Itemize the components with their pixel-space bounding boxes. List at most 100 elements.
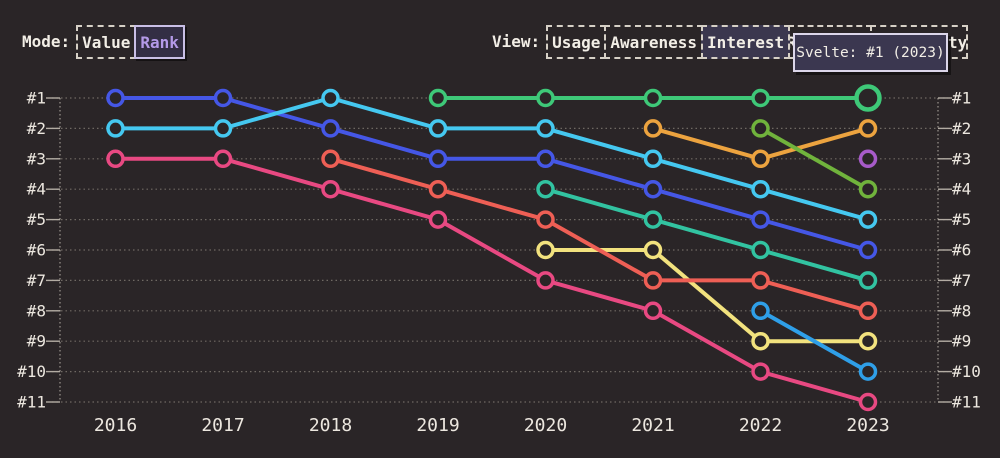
y-label-left-#2: #2 [27,119,46,138]
data-point-svelte-green-2023[interactable] [854,84,882,112]
data-point-cyan-2017[interactable] [213,119,233,138]
mode-toolbar: Mode: Value Rank [22,25,185,59]
data-point-pink-2019[interactable] [428,210,448,229]
data-point-cyan-2016[interactable] [106,119,125,138]
data-point-royal-blue-2020[interactable] [536,149,555,169]
x-label-2022: 2022 [739,415,782,436]
data-point-orange-2022[interactable] [751,149,770,169]
series-line-teal[interactable] [543,187,870,283]
y-label-right-#2: #2 [952,119,971,138]
data-point-pink-2023[interactable] [858,392,878,412]
data-point-royal-blue-2016[interactable] [106,88,125,108]
y-label-right-#9: #9 [952,332,971,351]
data-point-orange-2023[interactable] [858,119,878,138]
data-point-yellow-2021[interactable] [643,240,663,260]
chart-tooltip: Svelte: #1 (2023) [793,33,948,72]
data-point-svelte-green-2022[interactable] [751,88,770,108]
data-point-pink-2021[interactable] [643,301,663,321]
y-label-right-#5: #5 [952,210,971,229]
data-point-svelte-green-2019[interactable] [428,88,448,108]
y-label-right-#11: #11 [952,393,981,412]
y-label-right-#4: #4 [952,180,971,199]
data-point-teal-2022[interactable] [751,240,770,260]
data-point-royal-blue-2021[interactable] [643,179,663,199]
data-point-yellow-2020[interactable] [536,240,555,260]
y-label-left-#1: #1 [27,89,46,108]
data-point-teal-2021[interactable] [643,210,663,229]
y-label-right-#10: #10 [952,362,981,381]
mode-toggle: Value Rank [76,25,185,59]
data-point-pink-2020[interactable] [536,271,555,290]
data-point-cyan-2019[interactable] [428,119,448,138]
data-point-red-2022[interactable] [751,271,770,290]
data-point-svelte-green-2020[interactable] [536,88,555,108]
x-label-2018: 2018 [309,415,352,436]
data-point-pink-2022[interactable] [751,362,770,381]
data-point-olive-green-2022[interactable] [751,119,770,138]
data-point-sky-blue-2022[interactable] [751,301,770,321]
data-point-yellow-2022[interactable] [751,331,770,351]
y-label-right-#7: #7 [952,271,971,290]
series-line-pink[interactable] [113,156,870,404]
view-option-usage[interactable]: Usage [546,25,607,59]
mode-option-rank[interactable]: Rank [134,25,185,59]
data-point-royal-blue-2018[interactable] [321,119,340,138]
x-label-2016: 2016 [94,415,137,436]
data-point-red-2018[interactable] [321,149,340,169]
view-option-interest[interactable]: Interest [701,25,791,59]
y-label-left-#7: #7 [27,271,46,290]
series-line-royal-blue[interactable] [113,96,870,252]
y-label-left-#9: #9 [27,332,46,351]
x-label-2023: 2023 [846,415,889,436]
data-point-teal-2023[interactable] [858,271,878,290]
y-label-left-#10: #10 [17,362,46,381]
data-point-purple-2023[interactable] [858,149,878,169]
data-point-teal-2020[interactable] [536,179,555,199]
data-point-cyan-2023[interactable] [858,210,878,229]
data-point-pink-2017[interactable] [213,149,233,169]
series-line-red[interactable] [328,156,870,313]
data-point-cyan-2020[interactable] [536,119,555,138]
data-point-sky-blue-2023[interactable] [858,362,878,381]
y-label-left-#11: #11 [17,393,46,412]
y-label-left-#8: #8 [27,301,46,320]
series-line-cyan[interactable] [113,96,870,222]
data-point-cyan-2022[interactable] [751,179,770,199]
data-point-red-2021[interactable] [643,271,663,290]
x-label-2020: 2020 [524,415,567,436]
tooltip-text: Svelte: #1 (2023) [796,44,945,61]
y-label-right-#3: #3 [952,149,971,168]
data-point-royal-blue-2017[interactable] [213,88,233,108]
view-label: View: [492,32,541,51]
data-point-royal-blue-2019[interactable] [428,149,448,169]
y-label-left-#4: #4 [27,180,46,199]
mode-option-value[interactable]: Value [76,25,137,59]
x-label-2021: 2021 [631,415,674,436]
data-point-red-2019[interactable] [428,179,448,199]
data-point-cyan-2021[interactable] [643,149,663,169]
data-point-royal-blue-2022[interactable] [751,210,770,229]
mode-label: Mode: [22,32,71,51]
y-label-left-#3: #3 [27,149,46,168]
data-point-royal-blue-2023[interactable] [858,240,878,260]
data-point-red-2020[interactable] [536,210,555,229]
x-label-2017: 2017 [201,415,244,436]
data-point-svelte-green-2021[interactable] [643,88,663,108]
x-label-2019: 2019 [416,415,459,436]
data-point-orange-2021[interactable] [643,119,663,138]
y-label-right-#1: #1 [952,89,971,108]
series-line-sky-blue[interactable] [758,308,870,374]
y-label-right-#8: #8 [952,301,971,320]
y-label-left-#6: #6 [27,241,46,260]
data-point-olive-green-2023[interactable] [858,179,878,199]
y-label-left-#5: #5 [27,210,46,229]
data-point-yellow-2023[interactable] [858,331,878,351]
data-point-pink-2018[interactable] [321,179,340,199]
data-point-pink-2016[interactable] [106,149,125,169]
data-point-red-2023[interactable] [858,301,878,321]
series-line-olive-green[interactable] [758,126,870,192]
data-point-cyan-2018[interactable] [321,88,340,108]
y-label-right-#6: #6 [952,241,971,260]
view-option-awareness[interactable]: Awareness [604,25,704,59]
